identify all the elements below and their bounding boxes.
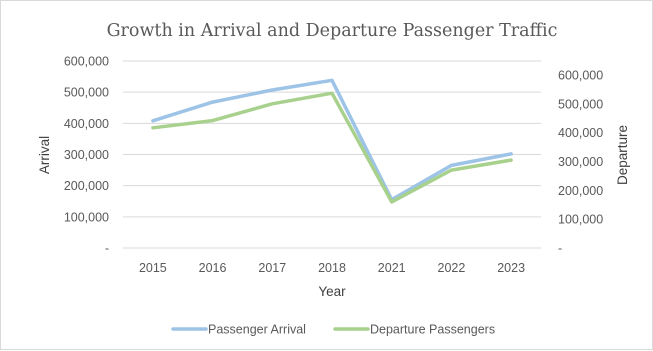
x-tick-label: 2022	[438, 261, 466, 275]
left-axis-ticks: - 100,000 200,000 300,000 400,000 500,000 600,…	[64, 55, 109, 256]
right-axis-title: Departure	[615, 125, 630, 185]
legend-label: Passenger Arrival	[208, 323, 306, 337]
chart-title: Growth in Arrival and Departure Passenge…	[107, 21, 558, 41]
x-axis-ticks: 2015 2016 2017 2018 2021 2022 2023	[139, 261, 525, 275]
left-tick-label: 200,000	[64, 179, 109, 193]
series-line-1	[151, 78, 513, 202]
left-tick-label: 100,000	[64, 210, 109, 224]
right-tick-label: 100,000	[558, 213, 603, 227]
x-tick-label: 2015	[139, 261, 167, 275]
right-tick-label: 600,000	[558, 69, 603, 83]
right-tick-label: 500,000	[558, 97, 603, 111]
gridlines	[123, 60, 541, 249]
left-axis-title: Arrival	[37, 136, 52, 174]
x-tick-label: 2017	[258, 261, 286, 275]
right-axis-ticks: - 100,000 200,000 300,000 400,000 500,000 600,…	[558, 69, 603, 256]
legend-label: Departure Passengers	[370, 323, 495, 337]
left-tick-label: 600,000	[64, 55, 109, 69]
legend: Passenger Arrival Departure Passengers	[171, 323, 495, 337]
left-tick-label: 300,000	[64, 148, 109, 162]
left-tick-label: -	[105, 242, 109, 256]
series-lines	[151, 78, 513, 204]
x-tick-label: 2023	[497, 261, 525, 275]
x-tick-label: 2018	[318, 261, 346, 275]
right-tick-label: -	[558, 242, 562, 256]
x-tick-label: 2021	[378, 261, 406, 275]
right-tick-label: 400,000	[558, 126, 603, 140]
right-tick-label: 200,000	[558, 184, 603, 198]
series-line-2	[151, 91, 513, 204]
left-tick-label: 400,000	[64, 117, 109, 131]
x-tick-label: 2016	[199, 261, 227, 275]
x-axis-title: Year	[318, 284, 346, 299]
left-tick-label: 500,000	[64, 86, 109, 100]
right-tick-label: 300,000	[558, 155, 603, 169]
